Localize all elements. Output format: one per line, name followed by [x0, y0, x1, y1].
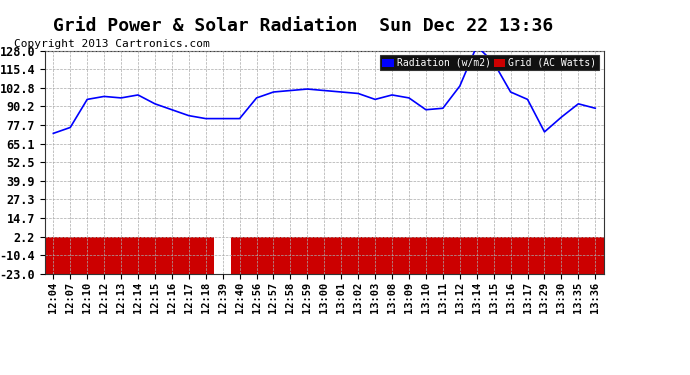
- Bar: [231, 237, 248, 274]
- Bar: [553, 237, 570, 274]
- Bar: [265, 237, 282, 274]
- Bar: [130, 237, 146, 274]
- Bar: [316, 237, 333, 274]
- Bar: [536, 237, 553, 274]
- Bar: [469, 237, 485, 274]
- Legend: Radiation (w/m2), Grid (AC Watts): Radiation (w/m2), Grid (AC Watts): [380, 56, 599, 70]
- Bar: [435, 237, 451, 274]
- Bar: [417, 237, 435, 274]
- Bar: [519, 237, 536, 274]
- Bar: [79, 237, 96, 274]
- Bar: [62, 237, 79, 274]
- Bar: [400, 237, 417, 274]
- Bar: [197, 237, 214, 274]
- Bar: [248, 237, 265, 274]
- Bar: [146, 237, 164, 274]
- Bar: [45, 237, 62, 274]
- Bar: [485, 237, 502, 274]
- Bar: [350, 237, 366, 274]
- Bar: [164, 237, 180, 274]
- Bar: [112, 237, 130, 274]
- Bar: [451, 237, 469, 274]
- Bar: [96, 237, 112, 274]
- Bar: [384, 237, 400, 274]
- Bar: [180, 237, 197, 274]
- Text: Grid Power & Solar Radiation  Sun Dec 22 13:36: Grid Power & Solar Radiation Sun Dec 22 …: [54, 17, 553, 35]
- Bar: [333, 237, 350, 274]
- Bar: [570, 237, 586, 274]
- Bar: [502, 237, 519, 274]
- Bar: [299, 237, 316, 274]
- Text: Copyright 2013 Cartronics.com: Copyright 2013 Cartronics.com: [14, 39, 210, 50]
- Bar: [366, 237, 384, 274]
- Bar: [586, 237, 604, 274]
- Bar: [282, 237, 299, 274]
